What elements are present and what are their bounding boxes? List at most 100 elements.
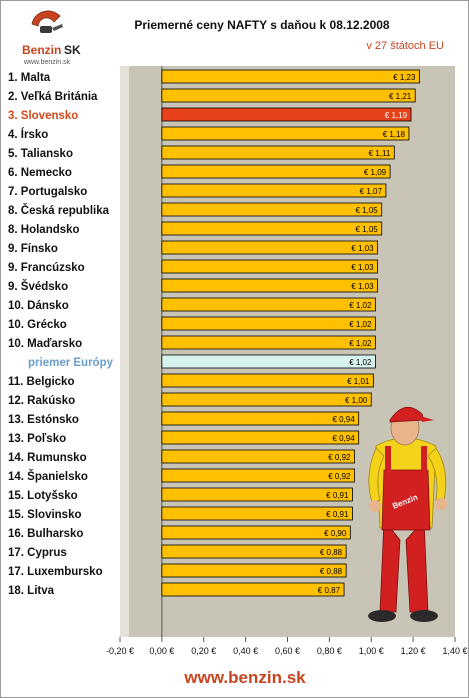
- bar-value-label: € 1,05: [355, 206, 378, 215]
- bar: [161, 278, 378, 293]
- x-tick-label: 0,80 €: [317, 646, 342, 656]
- bar: [161, 487, 353, 502]
- bar: [161, 69, 420, 84]
- fuel-nozzle-icon: [31, 10, 63, 33]
- bar-value-label: € 0,87: [318, 586, 341, 595]
- logo-text: Benzin: [22, 43, 61, 57]
- category-label: 15. Lotyšsko: [8, 490, 78, 502]
- bar-value-label: € 0,92: [328, 453, 351, 462]
- bar-value-label: € 1,02: [349, 301, 372, 310]
- x-tick-label: 0,20 €: [191, 646, 216, 656]
- bar: [161, 240, 378, 255]
- bar-value-label: € 0,88: [320, 548, 343, 557]
- bar-value-label: € 1,03: [351, 263, 374, 272]
- category-label: 7. Portugalsko: [8, 186, 87, 198]
- mechanic-illustration: Benzin: [368, 406, 447, 622]
- bar-value-label: € 1,11: [369, 149, 391, 158]
- bar: [161, 202, 383, 217]
- logo-text-accent: SK: [64, 43, 81, 57]
- bar-value-label: € 0,91: [326, 510, 349, 519]
- category-label: 10. Dánsko: [8, 300, 69, 312]
- category-label: 13. Estónsko: [8, 414, 79, 426]
- bar: [161, 221, 383, 236]
- bar-value-label: € 0,88: [320, 567, 343, 576]
- plot-stripe-left: [120, 66, 129, 637]
- category-label: 5. Taliansko: [8, 148, 73, 160]
- bar-value-label: € 1,01: [347, 377, 370, 386]
- category-label: priemer Európy: [28, 357, 114, 369]
- bar: [161, 449, 355, 464]
- category-label: 15. Slovinsko: [8, 509, 82, 521]
- bar-value-label: € 1,02: [349, 358, 372, 367]
- bar: [161, 297, 376, 312]
- bar: [161, 525, 351, 540]
- chart-title: Priemerné ceny NAFTY s daňou k 08.12.200…: [134, 18, 390, 32]
- bar: [161, 544, 347, 559]
- bar-value-label: € 0,90: [324, 529, 347, 538]
- x-tick-label: 0,60 €: [275, 646, 300, 656]
- bar: [161, 107, 412, 122]
- category-label: 17. Cyprus: [8, 547, 67, 559]
- category-label: 14. Španielsko: [8, 470, 88, 483]
- bar: [161, 392, 372, 407]
- category-label: 14. Rumunsko: [8, 452, 87, 464]
- x-tick-label: 1,40 €: [442, 646, 467, 656]
- bar: [161, 430, 360, 445]
- category-label: 18. Litva: [8, 585, 55, 597]
- category-label: 1. Malta: [8, 72, 51, 84]
- bar-value-label: € 1,19: [385, 111, 408, 120]
- bar-value-label: € 1,02: [349, 339, 372, 348]
- bar: [161, 563, 347, 578]
- category-label: 3. Slovensko: [8, 110, 78, 122]
- x-tick-label: 0,40 €: [233, 646, 258, 656]
- bar-value-label: € 1,00: [345, 396, 368, 405]
- bar-value-label: € 1,03: [351, 244, 374, 253]
- category-label: 8. Česká republika: [8, 204, 110, 217]
- category-label: 10. Maďarsko: [8, 338, 82, 350]
- bar-value-label: € 1,09: [364, 168, 387, 177]
- bar-value-label: € 0,91: [326, 491, 349, 500]
- category-label: 12. Rakúsko: [8, 395, 75, 407]
- category-label: 13. Poľsko: [8, 433, 66, 445]
- category-label: 16. Bulharsko: [8, 528, 83, 540]
- category-label: 17. Luxembursko: [8, 566, 103, 578]
- bar: [161, 373, 374, 388]
- bar-value-label: € 1,23: [393, 73, 416, 82]
- chart-subtitle: v 27 štátoch EU: [366, 40, 444, 52]
- bar-value-label: € 1,03: [351, 282, 374, 291]
- benzin-logo: Benzin SK www.benzin.sk: [22, 10, 81, 66]
- x-tick-label: 1,00 €: [359, 646, 384, 656]
- x-tick-label: 0,00 €: [149, 646, 174, 656]
- category-label: 2. Veľká Británia: [8, 91, 98, 103]
- bar-value-label: € 0,94: [332, 415, 355, 424]
- footer-url: www.benzin.sk: [183, 668, 306, 687]
- bar: [161, 582, 345, 597]
- category-label: 11. Belgicko: [8, 376, 74, 388]
- bar-value-label: € 1,18: [383, 130, 406, 139]
- bar: [161, 354, 376, 369]
- bar-value-label: € 1,02: [349, 320, 372, 329]
- bar: [161, 316, 376, 331]
- bar-value-label: € 0,94: [332, 434, 355, 443]
- bar-value-label: € 1,05: [355, 225, 378, 234]
- bar: [161, 126, 410, 141]
- bar: [161, 468, 355, 483]
- bar: [161, 411, 360, 426]
- bar: [161, 145, 395, 160]
- x-tick-label: -0,20 €: [106, 646, 134, 656]
- bar-value-label: € 1,07: [360, 187, 383, 196]
- category-label: 6. Nemecko: [8, 167, 72, 179]
- bar: [161, 335, 376, 350]
- category-label: 9. Švédsko: [8, 280, 68, 293]
- category-label: 9. Fínsko: [8, 243, 58, 255]
- bar: [161, 506, 353, 521]
- category-label: 8. Holandsko: [8, 224, 80, 236]
- bar-value-label: € 0,92: [328, 472, 351, 481]
- bar-value-label: € 1,21: [389, 92, 412, 101]
- category-label: 4. Írsko: [8, 128, 48, 141]
- x-tick-label: 1,20 €: [401, 646, 426, 656]
- bar: [161, 183, 387, 198]
- bar: [161, 88, 416, 103]
